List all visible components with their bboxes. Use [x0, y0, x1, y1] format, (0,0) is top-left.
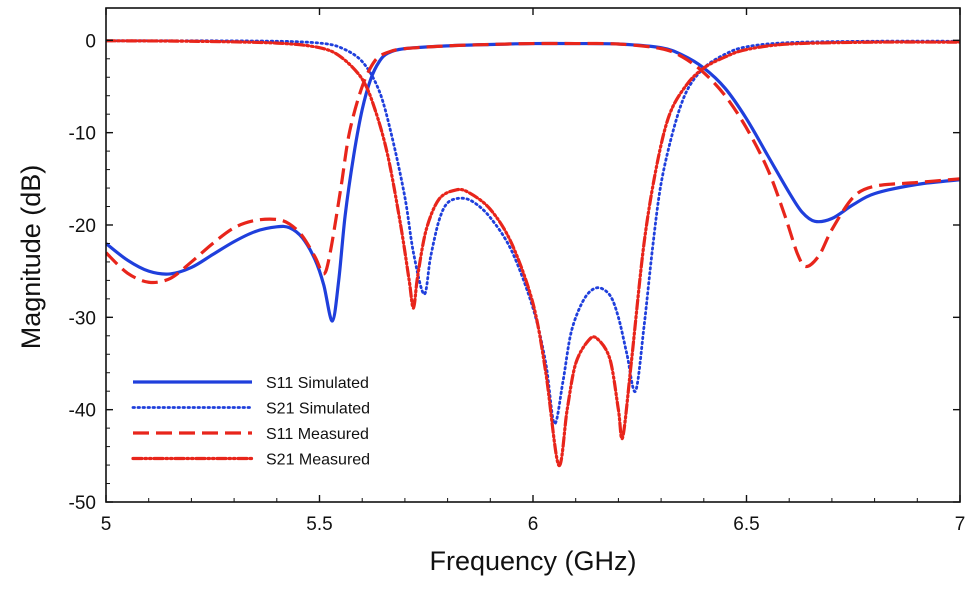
series-layer: [106, 39, 960, 467]
x-tick-label: 5: [101, 514, 112, 535]
y-tick-label: -30: [69, 308, 96, 329]
series-line-s21-measured: [106, 39, 960, 467]
legend: S11 Simulated S21 Simulated S11 Measured S2…: [131, 375, 370, 469]
ticks-layer: 5 5.5 6 6.5 7 0 -10 -20 -30 -40 -50: [69, 8, 966, 535]
series-line-s11-simulated: [106, 41, 960, 323]
y-tick-label: -20: [69, 216, 96, 237]
legend-label-s21-measured: S21 Measured: [266, 452, 370, 469]
series-line-s11-measured: [106, 41, 960, 285]
y-axis-title: Magnitude (dB): [16, 165, 46, 350]
x-axis-title: Frequency (GHz): [429, 546, 636, 576]
x-tick-label: 6: [528, 514, 539, 535]
y-tick-label: -10: [69, 124, 96, 145]
y-tick-label: -50: [69, 493, 96, 514]
plot-frame: [105, 7, 961, 503]
y-tick-label: 0: [85, 31, 96, 52]
x-tick-label: 6.5: [733, 514, 759, 535]
legend-label-s11-measured: S11 Measured: [266, 426, 369, 443]
legend-label-s21-simulated: S21 Simulated: [266, 401, 370, 418]
series-line-s21-simulated: [106, 39, 960, 425]
legend-label-s11-simulated: S11 Simulated: [266, 375, 369, 392]
x-tick-label: 5.5: [306, 514, 332, 535]
x-tick-label: 7: [955, 514, 966, 535]
y-tick-label: -40: [69, 401, 96, 422]
